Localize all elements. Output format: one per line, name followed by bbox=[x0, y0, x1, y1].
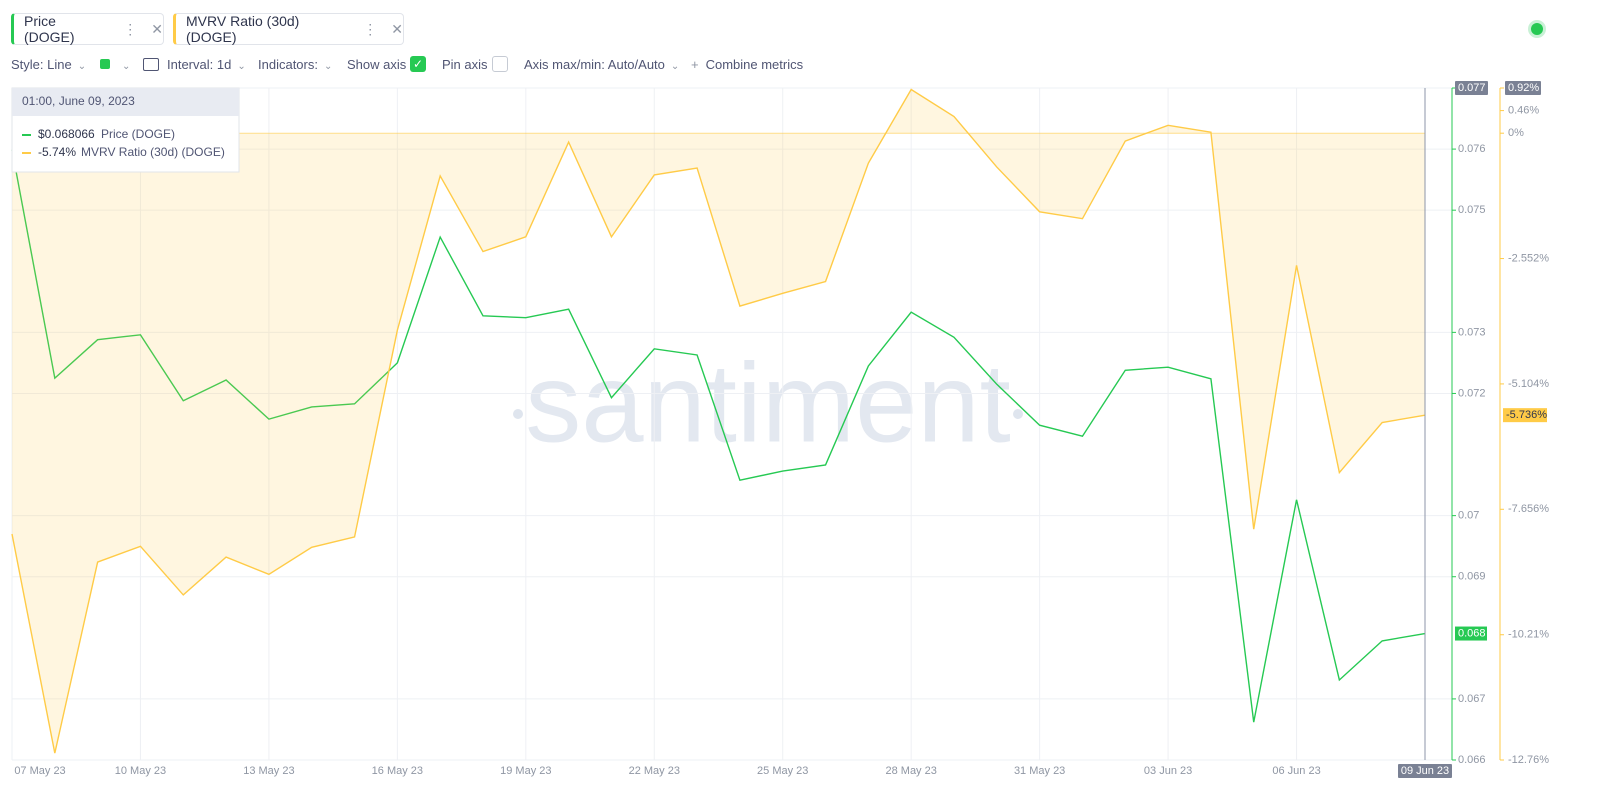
x-tick-label: 13 May 23 bbox=[243, 765, 294, 777]
tooltip-value: -5.74% bbox=[38, 145, 76, 159]
interval-select[interactable]: Interval: 1d ⌄ bbox=[167, 57, 246, 72]
line bbox=[11, 88, 1426, 754]
x-tick-label: 19 May 23 bbox=[500, 765, 551, 777]
watermark-dot bbox=[1013, 409, 1023, 419]
y-tick-label: 0.069 bbox=[1458, 571, 1486, 583]
x-tick-label: 16 May 23 bbox=[372, 765, 423, 777]
menu-icon[interactable]: ⋮ bbox=[363, 20, 378, 37]
label: Combine metrics bbox=[705, 57, 804, 72]
tooltip-time: 01:00, June 09, 2023 bbox=[22, 94, 135, 108]
y-tick-label: 0.075 bbox=[1458, 204, 1486, 216]
metric-tab[interactable]: MVRV Ratio (30d) (DOGE) ⋮ ✕ bbox=[173, 13, 404, 45]
y-tick-highlight bbox=[1455, 81, 1488, 95]
color-picker[interactable] bbox=[100, 59, 110, 69]
tooltip-header bbox=[12, 88, 239, 116]
y2-tick-label: -2.552% bbox=[1508, 252, 1549, 264]
y2-tick-label: -7.656% bbox=[1508, 503, 1549, 515]
tooltip-metric: MVRV Ratio (30d) (DOGE) bbox=[81, 145, 225, 159]
area bbox=[12, 89, 1425, 754]
y-tick-label: 0.077 bbox=[1458, 82, 1486, 94]
y-tick-label: 0.072 bbox=[1458, 387, 1486, 399]
current-value-badge bbox=[1455, 626, 1487, 641]
show-axis-label: Show axis bbox=[347, 57, 407, 72]
label: Style: Line bbox=[11, 57, 72, 72]
metric-tab[interactable]: Price (DOGE) ⋮ ✕ bbox=[11, 13, 164, 45]
label: Axis max/min: Auto/Auto bbox=[524, 57, 665, 72]
x-tick-label: 28 May 23 bbox=[885, 765, 936, 777]
tooltip-metric: Price (DOGE) bbox=[101, 127, 175, 141]
x-tick-label: 10 May 23 bbox=[115, 765, 166, 777]
tooltip bbox=[11, 87, 240, 173]
axis-maxmin-select[interactable]: Axis max/min: Auto/Auto ⌄ bbox=[524, 57, 680, 72]
tooltip-value: $0.068066 bbox=[38, 127, 95, 141]
combine-metrics[interactable]: + Combine metrics bbox=[691, 57, 804, 72]
y2-tick-label: 0% bbox=[1508, 127, 1524, 139]
indicators-select[interactable]: Indicators: ⌄ bbox=[258, 57, 333, 72]
y-tick-label: 0.076 bbox=[1458, 143, 1486, 155]
y-tick-label: 0.07 bbox=[1458, 510, 1479, 522]
close-icon[interactable]: ✕ bbox=[391, 20, 403, 37]
y2-tick-label: 0.92% bbox=[1508, 82, 1539, 94]
x-tick-highlight bbox=[1398, 764, 1452, 778]
y2-tick-label: 0.46% bbox=[1508, 105, 1539, 117]
watermark-dot bbox=[513, 409, 523, 419]
y-tick-label: 0.073 bbox=[1458, 326, 1486, 338]
show-axis-checkbox[interactable]: ✓ bbox=[410, 56, 426, 72]
pin-axis-checkbox[interactable] bbox=[492, 56, 508, 72]
color-chevron[interactable]: ⌄ bbox=[122, 61, 131, 72]
label: Interval: 1d bbox=[167, 57, 232, 72]
current-value-badge bbox=[1503, 408, 1547, 423]
watermark: santiment bbox=[525, 341, 1011, 466]
current-value-label: -5.736% bbox=[1506, 409, 1547, 421]
tab-label: MVRV Ratio (30d) (DOGE) bbox=[186, 13, 300, 45]
tab-label: Price (DOGE) bbox=[24, 13, 75, 45]
pin-axis-label: Pin axis bbox=[442, 57, 488, 72]
x-tick-label: 25 May 23 bbox=[757, 765, 808, 777]
interval-icon bbox=[143, 58, 159, 71]
close-icon[interactable]: ✕ bbox=[151, 20, 163, 37]
style-select[interactable]: Style: Line ⌄ bbox=[11, 57, 87, 72]
status-dot bbox=[1531, 23, 1543, 35]
y2-tick-highlight bbox=[1505, 81, 1541, 95]
x-tick-label: 22 May 23 bbox=[629, 765, 680, 777]
y2-tick-label: -5.104% bbox=[1508, 378, 1549, 390]
x-tick-label: 03 Jun 23 bbox=[1144, 765, 1192, 777]
label: Indicators: bbox=[258, 57, 318, 72]
line bbox=[11, 149, 1426, 723]
x-tick-label: 07 May 23 bbox=[14, 765, 65, 777]
menu-icon[interactable]: ⋮ bbox=[123, 20, 138, 37]
y-tick-label: 0.067 bbox=[1458, 693, 1486, 705]
x-tick-label: 06 Jun 23 bbox=[1272, 765, 1320, 777]
y2-tick-label: -12.76% bbox=[1508, 754, 1549, 766]
y2-tick-label: -10.21% bbox=[1508, 629, 1549, 641]
current-value-label: 0.068 bbox=[1458, 627, 1486, 639]
x-tick-label: 09 Jun 23 bbox=[1401, 765, 1449, 777]
x-tick-label: 31 May 23 bbox=[1014, 765, 1065, 777]
y-tick-label: 0.066 bbox=[1458, 754, 1486, 766]
